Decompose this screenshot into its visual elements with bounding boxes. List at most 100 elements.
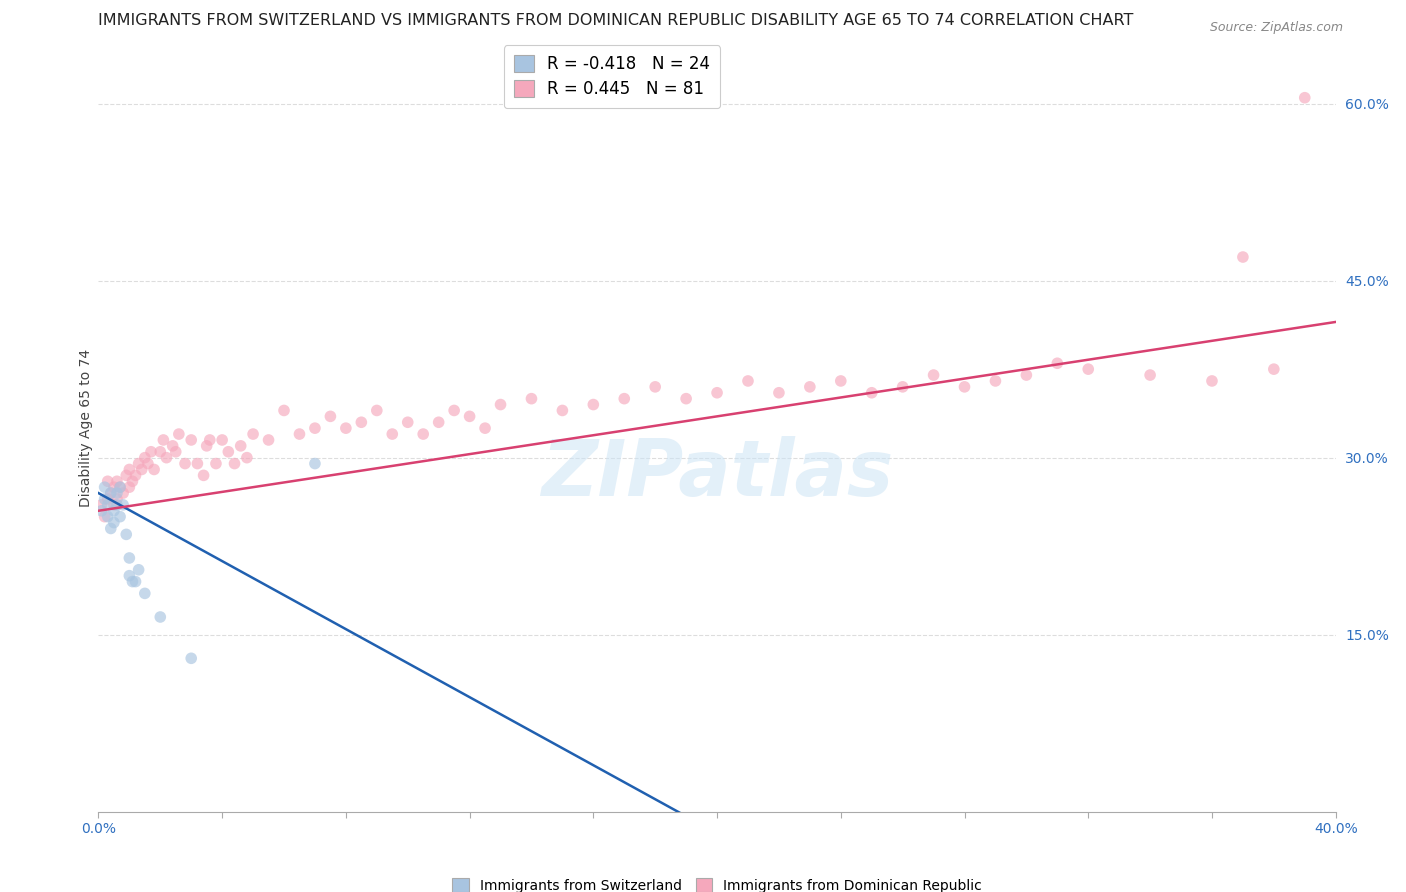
Y-axis label: Disability Age 65 to 74: Disability Age 65 to 74 xyxy=(79,349,93,508)
Point xyxy=(922,368,945,382)
Point xyxy=(304,457,326,471)
Point xyxy=(520,392,543,406)
Point xyxy=(236,450,259,465)
Point xyxy=(412,427,434,442)
Point xyxy=(675,392,697,406)
Point xyxy=(139,444,162,458)
Point xyxy=(100,521,122,535)
Point xyxy=(108,480,131,494)
Point xyxy=(124,574,146,589)
Point xyxy=(103,498,125,512)
Point xyxy=(97,498,120,512)
Point xyxy=(224,457,246,471)
Point xyxy=(149,610,172,624)
Point xyxy=(304,421,326,435)
Point xyxy=(93,509,115,524)
Point xyxy=(108,480,131,494)
Point xyxy=(644,380,666,394)
Point xyxy=(97,509,120,524)
Point xyxy=(103,480,125,494)
Point xyxy=(131,462,153,476)
Point xyxy=(97,491,120,506)
Point xyxy=(489,398,512,412)
Point xyxy=(118,568,141,582)
Point xyxy=(100,486,122,500)
Point xyxy=(350,415,373,429)
Text: ZIPatlas: ZIPatlas xyxy=(541,436,893,512)
Point xyxy=(1294,91,1316,105)
Point xyxy=(167,427,190,442)
Point xyxy=(174,457,197,471)
Point xyxy=(381,427,404,442)
Point xyxy=(953,380,976,394)
Point xyxy=(1201,374,1223,388)
Point xyxy=(105,486,128,500)
Point xyxy=(229,439,252,453)
Point xyxy=(860,385,883,400)
Point xyxy=(149,444,172,458)
Point xyxy=(118,462,141,476)
Point xyxy=(396,415,419,429)
Point xyxy=(198,433,221,447)
Point xyxy=(984,374,1007,388)
Point xyxy=(112,498,135,512)
Point xyxy=(195,439,218,453)
Point xyxy=(211,433,233,447)
Point xyxy=(319,409,342,424)
Point xyxy=(1046,356,1069,370)
Point xyxy=(706,385,728,400)
Text: Source: ZipAtlas.com: Source: ZipAtlas.com xyxy=(1209,21,1343,35)
Point xyxy=(128,563,150,577)
Point xyxy=(242,427,264,442)
Point xyxy=(97,475,120,489)
Point xyxy=(105,475,128,489)
Point xyxy=(768,385,790,400)
Point xyxy=(90,498,112,512)
Point xyxy=(93,491,115,506)
Point xyxy=(1139,368,1161,382)
Point xyxy=(100,486,122,500)
Point xyxy=(136,457,159,471)
Point xyxy=(366,403,388,417)
Point xyxy=(205,457,228,471)
Point xyxy=(115,527,138,541)
Point xyxy=(335,421,357,435)
Point xyxy=(551,403,574,417)
Point xyxy=(180,651,202,665)
Point xyxy=(1232,250,1254,264)
Point xyxy=(118,551,141,566)
Point xyxy=(103,504,125,518)
Point xyxy=(105,491,128,506)
Point xyxy=(90,504,112,518)
Point xyxy=(121,574,143,589)
Point xyxy=(134,450,156,465)
Point xyxy=(128,457,150,471)
Point xyxy=(1015,368,1038,382)
Point xyxy=(143,462,166,476)
Point xyxy=(162,439,184,453)
Point xyxy=(1263,362,1285,376)
Point xyxy=(165,444,187,458)
Point xyxy=(121,475,143,489)
Point xyxy=(427,415,450,429)
Point xyxy=(112,486,135,500)
Point xyxy=(799,380,821,394)
Point xyxy=(582,398,605,412)
Point xyxy=(217,444,239,458)
Point xyxy=(458,409,481,424)
Point xyxy=(1077,362,1099,376)
Point xyxy=(152,433,174,447)
Point xyxy=(105,498,128,512)
Point xyxy=(737,374,759,388)
Point xyxy=(134,586,156,600)
Point xyxy=(891,380,914,394)
Point xyxy=(103,516,125,530)
Point xyxy=(155,450,177,465)
Point xyxy=(108,509,131,524)
Point xyxy=(273,403,295,417)
Point xyxy=(288,427,311,442)
Text: IMMIGRANTS FROM SWITZERLAND VS IMMIGRANTS FROM DOMINICAN REPUBLIC DISABILITY AGE: IMMIGRANTS FROM SWITZERLAND VS IMMIGRANT… xyxy=(98,13,1133,29)
Point xyxy=(613,392,636,406)
Point xyxy=(124,468,146,483)
Point xyxy=(118,480,141,494)
